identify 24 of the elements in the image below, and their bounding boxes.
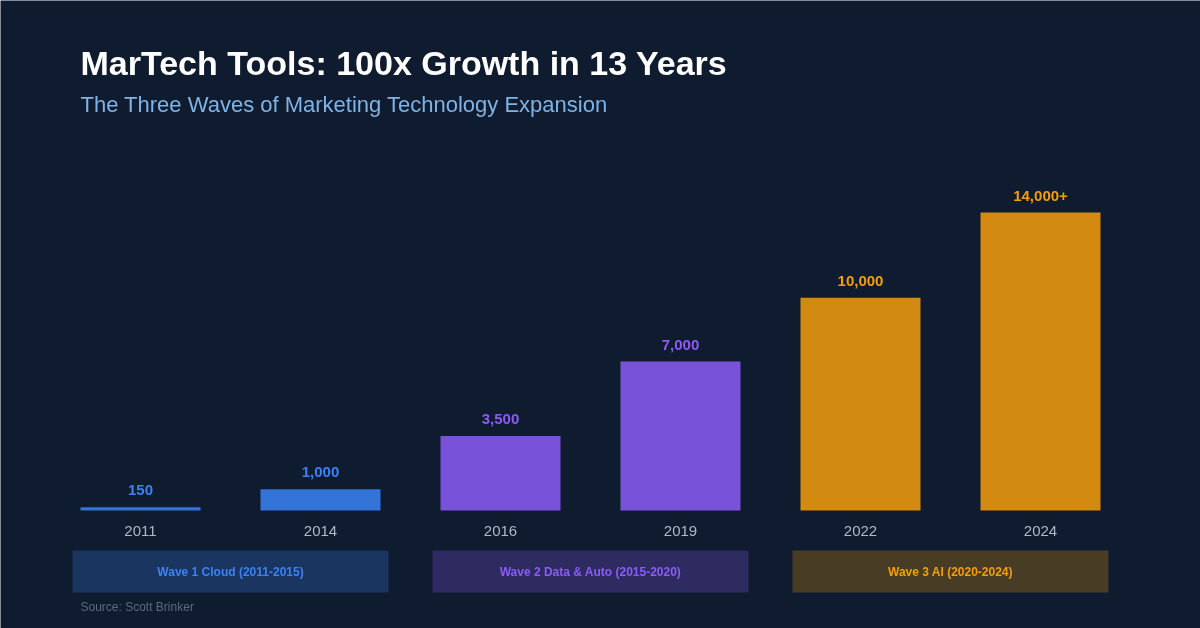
data-label: 3,500 [481, 410, 520, 427]
text: Wave 2 Data & Auto (2015-2020) [499, 564, 681, 579]
data-label: 14,000+ [1013, 186, 1069, 204]
x-tick-label: 2014 [303, 521, 338, 539]
bar [980, 212, 1101, 511]
data-label: 1,000 [301, 463, 340, 481]
x-tick-label: 2016 [483, 521, 518, 539]
x-tick-label: 2022 [843, 521, 878, 539]
bar [260, 489, 381, 511]
bar [80, 507, 201, 511]
x-tick-label: 2024 [1023, 521, 1058, 539]
data-label: 150 [127, 481, 154, 499]
source-note: Source: Scott Brinker [80, 599, 194, 614]
bar [440, 436, 561, 511]
x-tick-label: 2019 [663, 521, 698, 539]
chart-subtitle: The Three Waves of Marketing Technology Expansion [80, 92, 608, 117]
bar [620, 361, 741, 511]
x-tick-label: 2011 [124, 521, 157, 539]
text: Wave 1 Cloud (2011-2015) [157, 564, 304, 579]
bar [800, 297, 921, 511]
data-label: 7,000 [661, 335, 700, 353]
data-label: 10,000 [837, 271, 884, 289]
text: Wave 3 AI (2020-2024) [888, 564, 1013, 579]
chart-title: MarTech Tools: 100x Growth in 13 Years [80, 43, 727, 82]
